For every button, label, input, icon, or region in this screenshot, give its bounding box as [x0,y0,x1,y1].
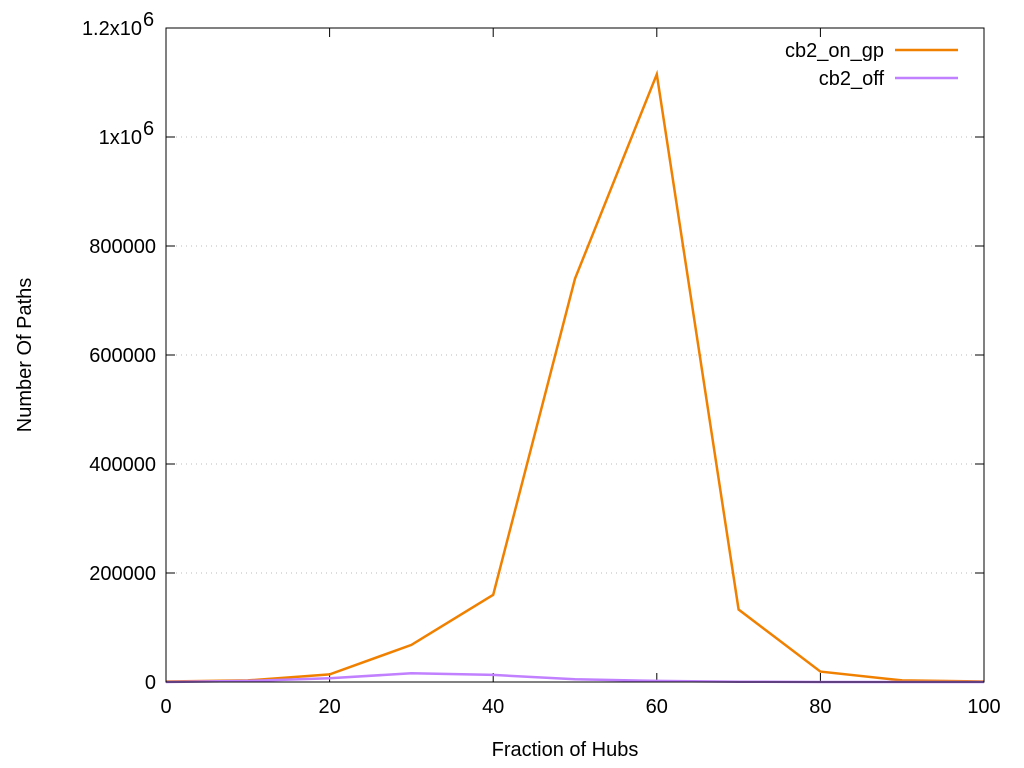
x-tick-label: 100 [967,696,1000,718]
plot-frame [165,27,985,683]
y-tick-exponent: 6 [143,9,154,31]
y-tick-label: 200000 [89,563,156,585]
x-axis-title: Fraction of Hubs [492,739,639,761]
series-line-cb2_on_gp [165,69,985,683]
series-lines [165,69,985,684]
grid-lines [166,136,984,574]
legend-label: cb2_on_gp [785,40,884,62]
y-tick-label: 1x10 [99,127,142,149]
x-tick-label: 0 [160,696,171,718]
y-tick-label: 600000 [89,345,156,367]
y-tick-label: 400000 [89,454,156,476]
legend-label: cb2_off [819,68,885,90]
y-tick-label: 0 [145,672,156,694]
x-tick-label: 20 [318,696,340,718]
x-tick-label: 80 [809,696,831,718]
y-tick-label: 1.2x10 [82,18,142,40]
x-tick-label: 40 [482,696,504,718]
y-tick-label: 800000 [89,236,156,258]
y-axis-title: Number Of Paths [14,278,36,433]
x-tick-label: 60 [646,696,668,718]
y-tick-exponent: 6 [143,118,154,140]
legend: cb2_on_gp cb2_off [785,40,958,90]
